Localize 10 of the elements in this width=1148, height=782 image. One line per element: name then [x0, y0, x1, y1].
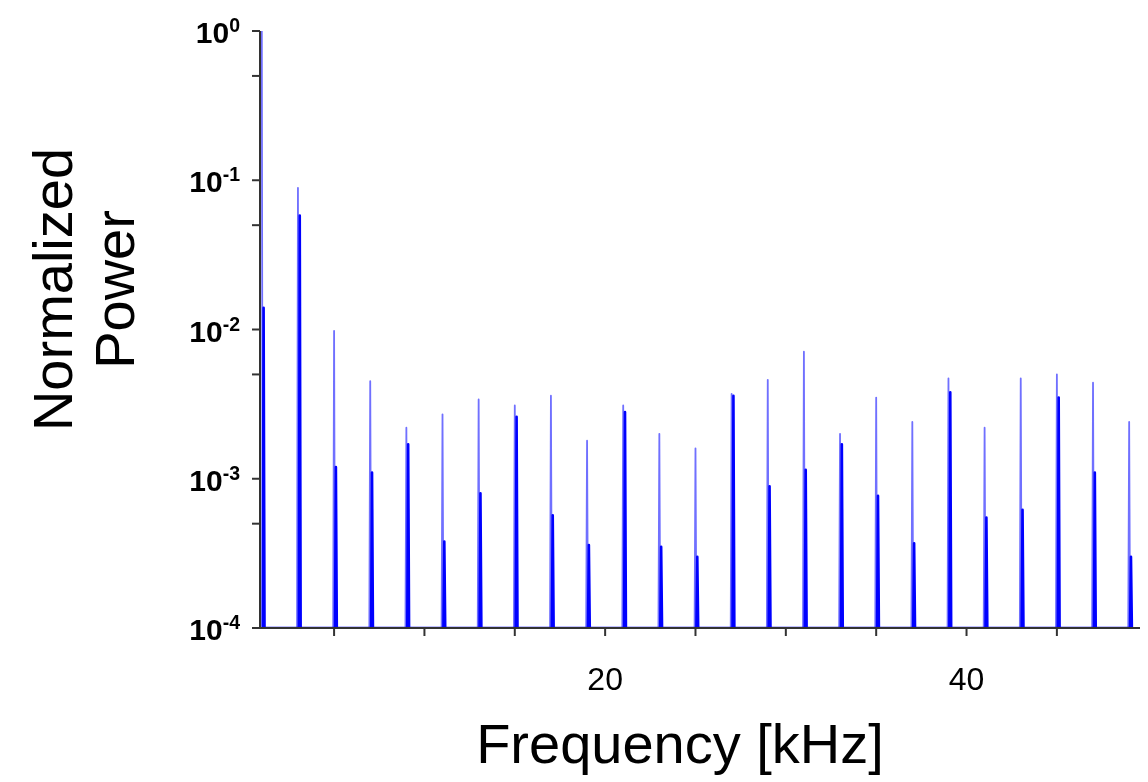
- x-tick-label: 20: [587, 661, 623, 697]
- y-tick-label: 10$^{0}$: [195, 14, 241, 49]
- y-tick-label: 10$^{-2}$: [189, 312, 241, 348]
- y-axis-title: Normalized Power: [21, 147, 146, 432]
- y-tick-label: 10$^{-4}$: [189, 611, 241, 646]
- y-tick-label: 10$^{-1}$: [189, 163, 241, 199]
- x-tick-label: 40: [948, 661, 985, 697]
- y-tick-label: 10$^{-3}$: [189, 461, 241, 497]
- line-series: [261, 214, 1134, 628]
- x-axis-title: Frequency [kHz]: [476, 712, 884, 775]
